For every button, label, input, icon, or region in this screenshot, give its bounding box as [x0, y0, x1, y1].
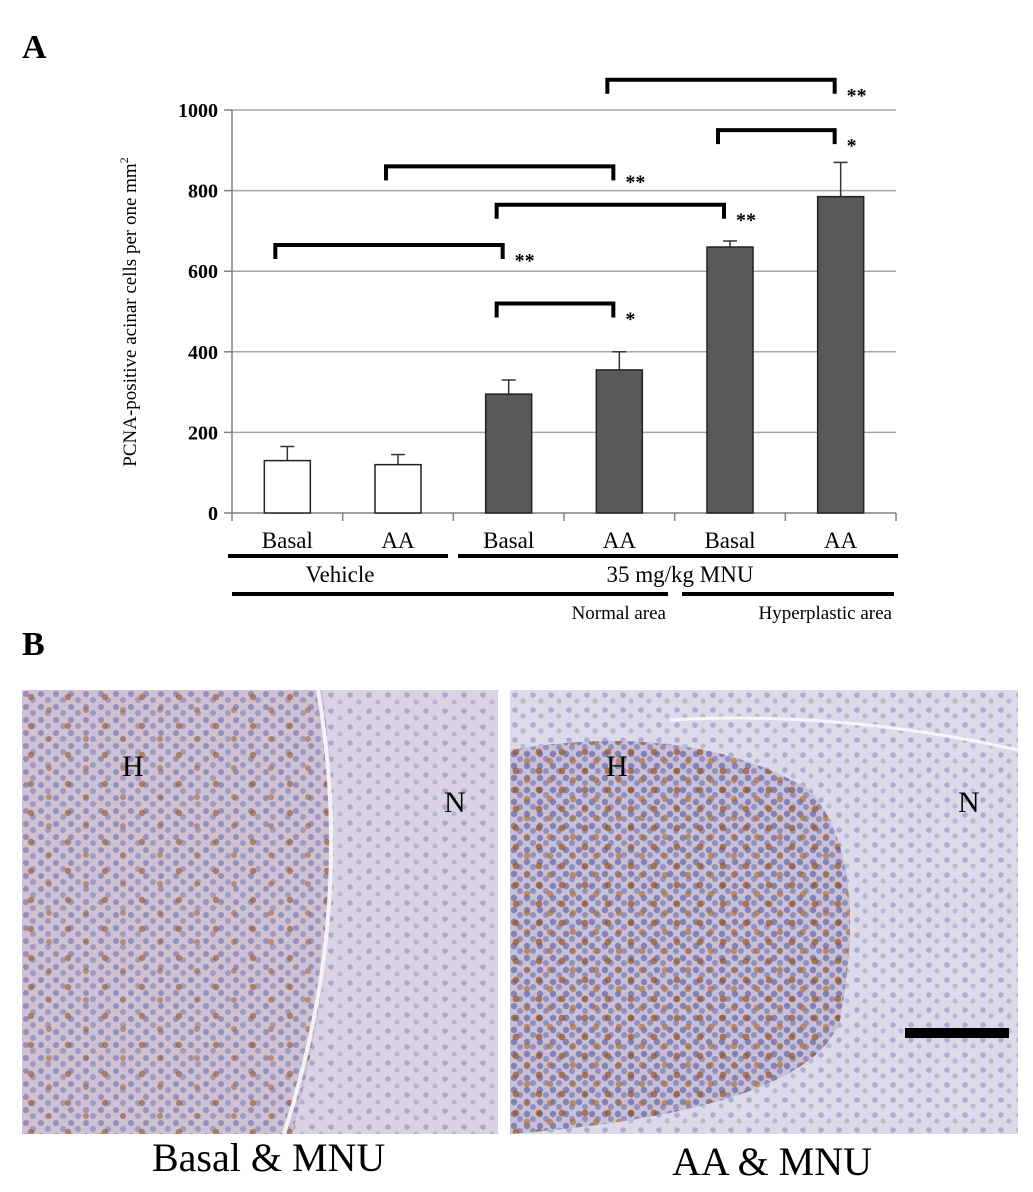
y-tick-label: 1000: [178, 100, 218, 122]
y-tick-label: 800: [188, 181, 218, 203]
y-axis-label: PCNA-positive acinar cells per one mm2: [117, 157, 141, 466]
x-tick-label: Basal: [704, 528, 755, 553]
significance-label: *: [847, 135, 857, 157]
group-label-mnu: 35 mg/kg MNU: [607, 562, 754, 587]
significance-bracket: [716, 128, 837, 145]
significance-brackets: **********: [273, 77, 867, 330]
region-label-n: N: [444, 786, 466, 819]
group-label-vehicle: Vehicle: [306, 562, 375, 587]
bar: [374, 463, 422, 514]
bars: [263, 161, 865, 514]
significance-label: *: [625, 308, 635, 330]
x-axis-labels: Basal AA Basal AA Basal AA: [262, 528, 858, 553]
significance-bracket: [384, 164, 616, 181]
region-label-h: H: [122, 750, 144, 783]
x-tick-label: AA: [824, 528, 858, 553]
x-tick-label: Basal: [483, 528, 534, 553]
region-label-h: H: [606, 750, 628, 783]
y-tick-label: 0: [208, 503, 218, 525]
scale-bar: [905, 1028, 1009, 1038]
significance-label: **: [515, 250, 535, 272]
bar: [263, 459, 312, 514]
y-tick-label: 400: [188, 342, 218, 364]
area-label-hyperplastic: Hyperplastic area: [759, 603, 893, 624]
y-axis-ticks: 0 200 400 600 800 1000: [178, 100, 897, 525]
significance-label: **: [847, 85, 867, 107]
bar: [816, 195, 865, 514]
micrograph-aa-mnu: H N: [510, 690, 1018, 1134]
significance-bracket: [605, 77, 837, 94]
panel-label-b: B: [22, 626, 45, 663]
significance-bracket: [273, 243, 505, 260]
significance-bracket: [494, 202, 726, 219]
significance-label: **: [625, 171, 645, 193]
caption-aa-mnu: AA & MNU: [672, 1139, 873, 1184]
region-label-n: N: [958, 786, 980, 819]
group-labels: Vehicle 35 mg/kg MNU Normal area Hyperplast…: [228, 554, 898, 624]
bar: [706, 246, 754, 514]
bar: [484, 393, 533, 514]
significance-label: **: [736, 210, 756, 232]
y-tick-label: 600: [188, 261, 218, 283]
gridlines: [232, 109, 896, 434]
caption-basal-mnu: Basal & MNU: [152, 1135, 386, 1180]
x-tick-label: Basal: [262, 528, 313, 553]
micrograph-basal-mnu: H N: [22, 690, 498, 1134]
x-tick-label: AA: [603, 528, 637, 553]
y-tick-label: 200: [188, 422, 218, 444]
significance-bracket: [494, 301, 616, 318]
x-tick-label: AA: [381, 528, 415, 553]
panel-label-a: A: [22, 29, 47, 66]
area-label-normal: Normal area: [572, 603, 667, 624]
bar: [595, 369, 644, 514]
